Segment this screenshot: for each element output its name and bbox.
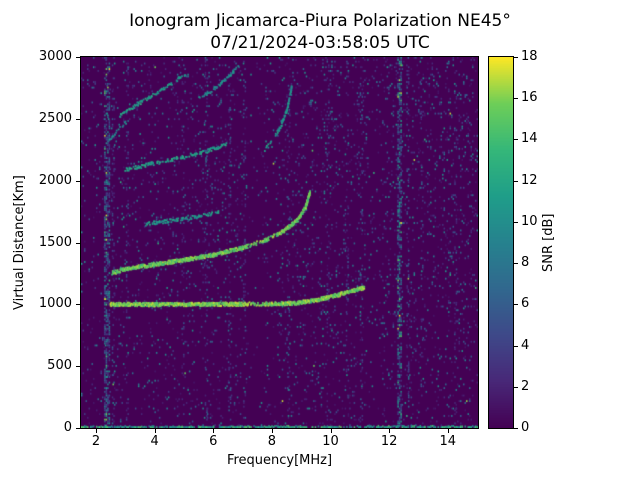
colorbar-tick-label: 16 — [521, 90, 538, 106]
y-tick-mark — [76, 118, 80, 120]
y-tick-mark — [76, 180, 80, 182]
chart-subtitle: 07/21/2024-03:58:05 UTC — [210, 33, 430, 53]
x-tick-mark — [95, 429, 97, 433]
x-tick-label: 12 — [380, 434, 398, 449]
x-tick-mark — [271, 429, 273, 433]
colorbar-gradient — [489, 57, 513, 428]
y-tick-mark — [76, 242, 80, 244]
x-tick-label: 8 — [267, 434, 277, 449]
x-axis-label: Frequency[MHz] — [226, 453, 333, 468]
x-tick-label: 2 — [91, 434, 101, 449]
colorbar-tick-mark — [514, 428, 518, 429]
colorbar-tick-label: 10 — [521, 213, 538, 229]
chart-title: Ionogram Jicamarca-Piura Polarization NE… — [129, 11, 511, 31]
colorbar-tick-label: 4 — [521, 337, 530, 353]
y-tick-mark — [76, 428, 80, 429]
colorbar-tick-mark — [514, 139, 518, 141]
colorbar-tick-mark — [514, 345, 518, 347]
x-tick-mark — [389, 429, 391, 433]
colorbar-tick-mark — [514, 57, 518, 58]
x-tick-label: 10 — [322, 434, 339, 449]
colorbar-tick-mark — [514, 304, 518, 306]
colorbar-tick-label: 12 — [521, 172, 538, 188]
colorbar-tick-mark — [514, 386, 518, 388]
colorbar-tick-label: 14 — [521, 131, 538, 147]
x-tick-label: 6 — [209, 434, 218, 449]
x-tick-mark — [154, 429, 156, 433]
colorbar-tick-mark — [514, 221, 518, 223]
x-tick-mark — [213, 429, 215, 433]
y-tick-label: 1500 — [38, 234, 72, 250]
y-tick-label: 3000 — [38, 49, 72, 64]
y-tick-mark — [76, 57, 80, 58]
x-tick-mark — [330, 429, 332, 433]
chart-title-block: Ionogram Jicamarca-Piura Polarization NE… — [0, 10, 640, 54]
colorbar-tick-label: 6 — [521, 296, 530, 312]
y-tick-label: 2000 — [38, 172, 72, 188]
colorbar-tick-mark — [514, 263, 518, 265]
colorbar-tick-label: 0 — [521, 420, 530, 435]
colorbar-tick-label: 18 — [521, 49, 538, 64]
x-tick-label: 4 — [150, 434, 159, 449]
colorbar-label: SNR [dB] — [541, 213, 556, 272]
y-tick-label: 500 — [47, 358, 72, 374]
y-tick-mark — [76, 366, 80, 368]
y-tick-label: 1000 — [38, 296, 72, 312]
colorbar-tick-label: 2 — [521, 378, 530, 394]
x-tick-label: 14 — [439, 434, 457, 449]
x-tick-mark — [447, 429, 449, 433]
y-tick-mark — [76, 304, 80, 306]
colorbar-tick-label: 8 — [521, 255, 530, 271]
colorbar-tick-mark — [514, 98, 518, 100]
colorbar-tick-mark — [514, 180, 518, 182]
ionogram-heatmap — [81, 57, 478, 428]
y-tick-label: 2500 — [38, 110, 72, 126]
y-tick-label: 0 — [63, 420, 72, 435]
